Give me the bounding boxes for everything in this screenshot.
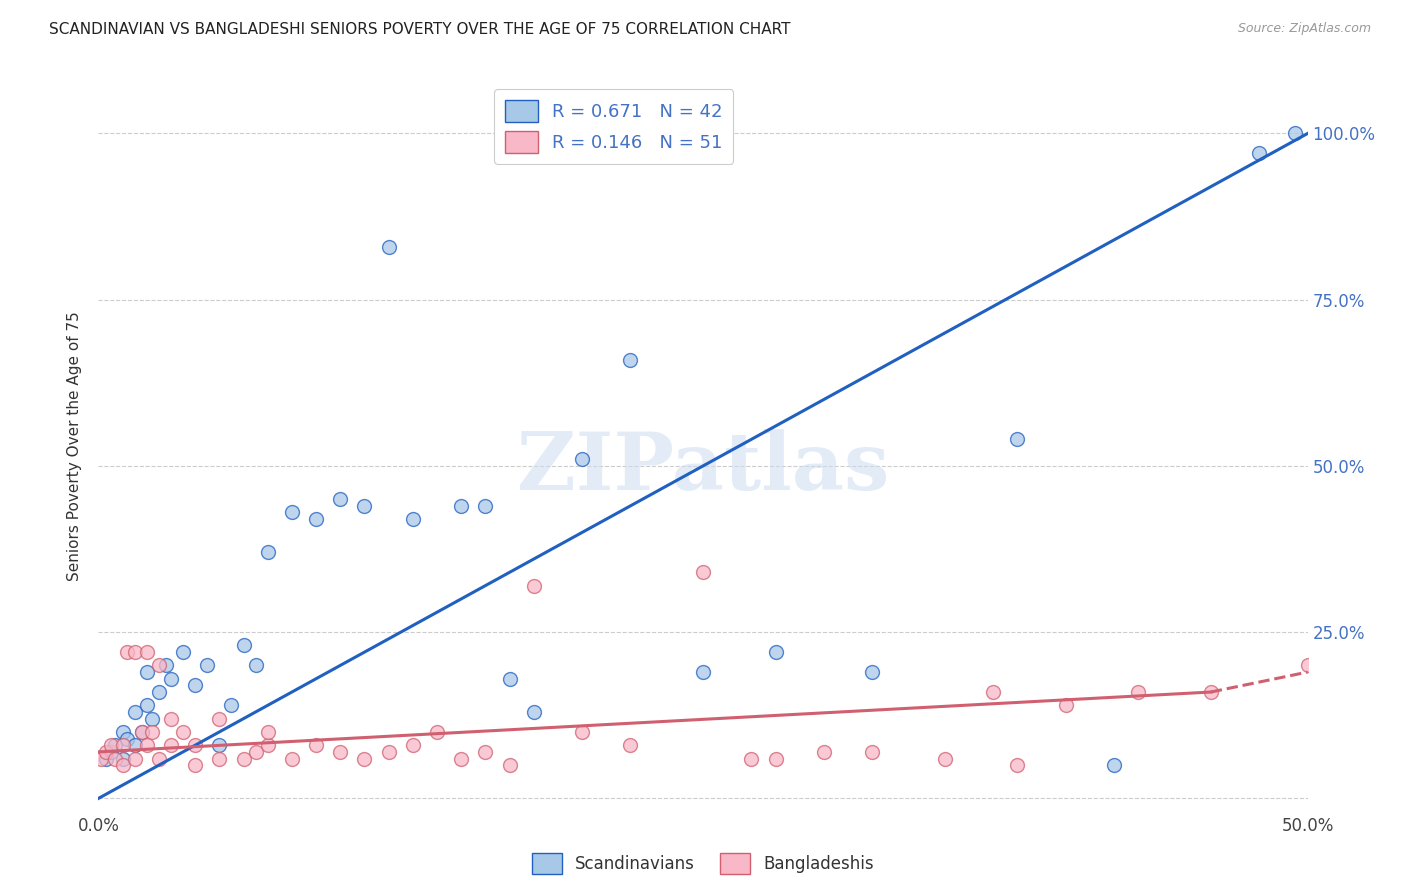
Point	[195, 658, 218, 673]
Point	[934, 751, 956, 765]
Point	[232, 751, 254, 765]
Point	[981, 685, 1004, 699]
Point	[148, 658, 170, 673]
Point	[160, 672, 183, 686]
Legend: Scandinavians, Bangladeshis: Scandinavians, Bangladeshis	[526, 847, 880, 880]
Point	[1284, 127, 1306, 141]
Point	[860, 745, 883, 759]
Point	[160, 712, 183, 726]
Point	[740, 751, 762, 765]
Point	[860, 665, 883, 679]
Point	[1199, 685, 1222, 699]
Point	[141, 725, 163, 739]
Point	[208, 751, 231, 765]
Point	[184, 758, 207, 772]
Point	[256, 545, 278, 559]
Point	[281, 751, 304, 765]
Point	[117, 645, 139, 659]
Point	[377, 745, 399, 759]
Point	[135, 738, 157, 752]
Point	[172, 725, 194, 739]
Point	[1249, 146, 1271, 161]
Text: ZIPatlas: ZIPatlas	[517, 429, 889, 507]
Point	[1128, 685, 1150, 699]
Point	[498, 672, 520, 686]
Point	[111, 751, 134, 765]
Point	[117, 731, 139, 746]
Point	[571, 725, 593, 739]
Point	[104, 751, 127, 765]
Point	[148, 685, 170, 699]
Point	[232, 639, 254, 653]
Point	[256, 738, 278, 752]
Point	[221, 698, 243, 713]
Point	[104, 738, 127, 752]
Point	[305, 738, 328, 752]
Point	[281, 506, 304, 520]
Point	[208, 712, 231, 726]
Text: SCANDINAVIAN VS BANGLADESHI SENIORS POVERTY OVER THE AGE OF 75 CORRELATION CHART: SCANDINAVIAN VS BANGLADESHI SENIORS POVE…	[49, 22, 790, 37]
Point	[474, 745, 496, 759]
Point	[160, 738, 183, 752]
Point	[100, 745, 122, 759]
Point	[1102, 758, 1125, 772]
Point	[1007, 433, 1029, 447]
Point	[124, 738, 146, 752]
Point	[124, 645, 146, 659]
Point	[619, 352, 641, 367]
Point	[377, 239, 399, 253]
Point	[765, 645, 787, 659]
Point	[245, 658, 267, 673]
Point	[402, 512, 425, 526]
Point	[765, 751, 787, 765]
Point	[329, 745, 352, 759]
Point	[353, 499, 375, 513]
Point	[100, 738, 122, 752]
Point	[111, 758, 134, 772]
Point	[450, 751, 472, 765]
Point	[498, 758, 520, 772]
Point	[523, 579, 546, 593]
Point	[124, 705, 146, 719]
Point	[208, 738, 231, 752]
Point	[155, 658, 177, 673]
Point	[131, 725, 153, 739]
Point	[571, 452, 593, 467]
Point	[90, 751, 112, 765]
Point	[692, 665, 714, 679]
Point	[148, 751, 170, 765]
Point	[426, 725, 449, 739]
Point	[256, 725, 278, 739]
Point	[813, 745, 835, 759]
Point	[245, 745, 267, 759]
Point	[1054, 698, 1077, 713]
Point	[474, 499, 496, 513]
Point	[450, 499, 472, 513]
Point	[692, 566, 714, 580]
Point	[184, 678, 207, 692]
Point	[184, 738, 207, 752]
Point	[523, 705, 546, 719]
Point	[135, 698, 157, 713]
Point	[135, 645, 157, 659]
Point	[94, 745, 117, 759]
Point	[131, 725, 153, 739]
Point	[353, 751, 375, 765]
Point	[1007, 758, 1029, 772]
Point	[329, 492, 352, 507]
Text: Source: ZipAtlas.com: Source: ZipAtlas.com	[1237, 22, 1371, 36]
Point	[141, 712, 163, 726]
Point	[94, 751, 117, 765]
Point	[124, 751, 146, 765]
Point	[1296, 658, 1319, 673]
Point	[111, 738, 134, 752]
Point	[172, 645, 194, 659]
Point	[305, 512, 328, 526]
Y-axis label: Seniors Poverty Over the Age of 75: Seniors Poverty Over the Age of 75	[67, 311, 83, 581]
Point	[619, 738, 641, 752]
Point	[135, 665, 157, 679]
Point	[111, 725, 134, 739]
Point	[402, 738, 425, 752]
